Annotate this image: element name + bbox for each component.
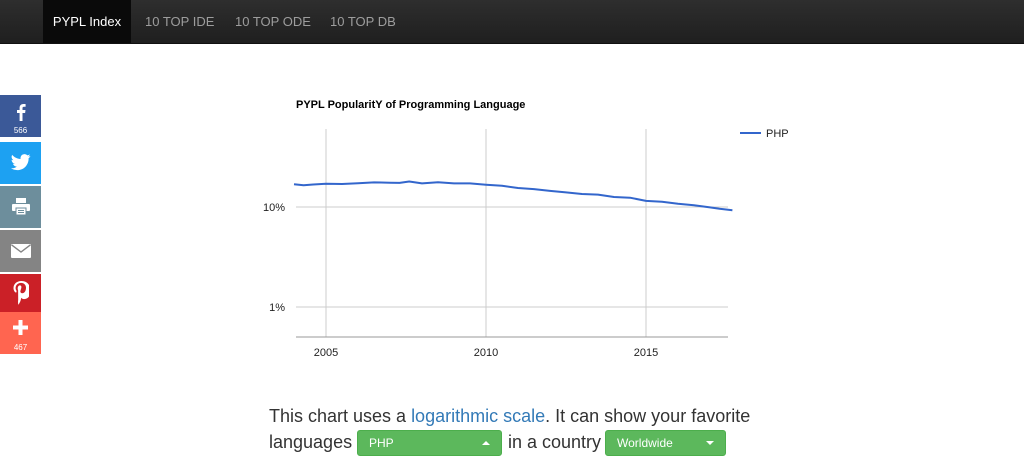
chart-series: [293, 180, 733, 212]
series-line-php: [293, 180, 733, 212]
popularity-chart: PYPL PopularitY of Programming Language …: [263, 99, 789, 359]
y-tick-label: 1%: [269, 302, 285, 314]
description-text-end: . It can show your favorite: [545, 406, 751, 426]
description-text-start: This chart uses a: [269, 406, 412, 426]
x-tick-label: 2015: [634, 347, 658, 359]
facebook-share-count: 566: [13, 126, 28, 135]
chart-axis-ticks: 2005 2010 2015 1% 10%: [263, 202, 658, 359]
chart-gridlines: [296, 129, 728, 338]
facebook-share-button[interactable]: 566: [0, 95, 41, 137]
more-share-button[interactable]: 467: [0, 312, 41, 354]
more-share-count: 467: [13, 343, 28, 352]
twitter-share-button[interactable]: [0, 142, 41, 184]
x-tick-label: 2010: [474, 347, 498, 359]
chart-description: This chart uses a logarithmic scale. It …: [269, 406, 750, 427]
language-select-value: PHP: [369, 436, 394, 450]
facebook-icon: [0, 103, 41, 121]
print-icon: [0, 198, 41, 215]
email-share-button[interactable]: [0, 230, 41, 272]
nav-pypl-index[interactable]: PYPL Index: [43, 0, 131, 43]
top-navbar: PYPL Index 10 TOP IDE 10 TOP ODE 10 TOP …: [0, 0, 1024, 44]
pinterest-share-button[interactable]: [0, 274, 41, 316]
pinterest-icon: [0, 281, 41, 305]
nav-top-db[interactable]: 10 TOP DB: [330, 14, 396, 29]
plus-icon: [0, 320, 41, 335]
print-button[interactable]: [0, 186, 41, 228]
languages-label: languages: [269, 432, 353, 452]
legend-label-php: PHP: [766, 128, 789, 140]
country-select-value: Worldwide: [617, 436, 673, 450]
caret-up-icon: [482, 441, 490, 445]
country-select[interactable]: Worldwide: [605, 430, 726, 456]
nav-top-ide[interactable]: 10 TOP IDE: [145, 14, 215, 29]
chart-legend: PHP: [740, 128, 789, 140]
nav-top-ode[interactable]: 10 TOP ODE: [235, 14, 311, 29]
y-tick-label: 10%: [263, 202, 285, 214]
x-tick-label: 2005: [314, 347, 338, 359]
chart-title: PYPL PopularitY of Programming Language: [296, 99, 525, 111]
caret-down-icon: [706, 441, 714, 445]
country-label: in a country: [508, 432, 602, 452]
logarithmic-scale-link[interactable]: logarithmic scale: [411, 406, 546, 426]
language-select[interactable]: PHP: [357, 430, 502, 456]
email-icon: [0, 244, 41, 258]
twitter-icon: [0, 154, 41, 171]
